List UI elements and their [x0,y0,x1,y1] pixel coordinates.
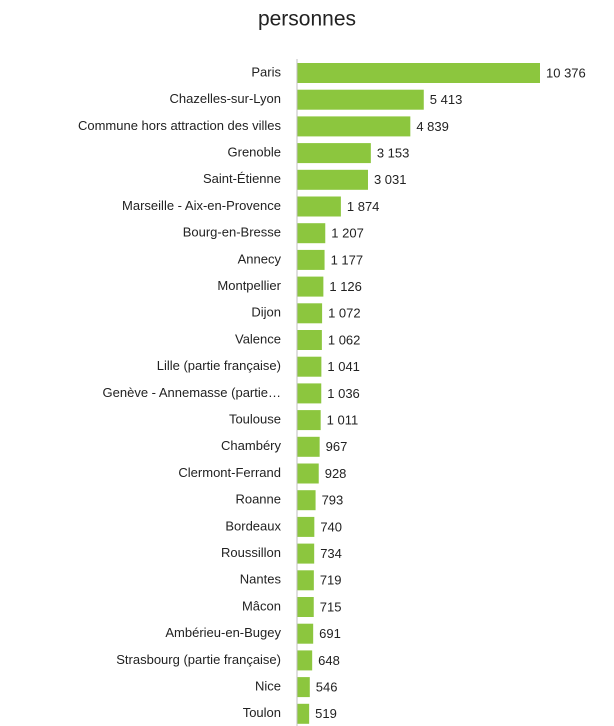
bar [297,330,322,350]
y-tick-label: Chazelles-sur-Lyon [169,91,281,106]
value-label: 519 [315,706,337,721]
y-tick-label: Clermont-Ferrand [178,465,281,480]
bar [297,703,310,724]
value-label: 546 [316,680,338,695]
value-label: 1 874 [347,199,380,214]
bar [297,570,314,591]
bar [297,223,326,244]
bar [297,116,411,137]
bar [297,490,316,511]
y-tick-label: Toulon [243,705,281,720]
value-label: 1 011 [327,413,359,428]
bar [297,143,371,164]
bar [297,623,314,644]
y-tick-label: Ambérieu-en-Bugey [165,625,281,640]
y-tick-label: Marseille - Aix-en-Provence [122,198,281,213]
value-label: 10 376 [546,65,586,80]
bar [297,303,323,324]
value-label: 1 041 [327,359,360,374]
value-label: 648 [318,653,340,668]
y-tick-label: Genève - Annemasse (partie… [103,385,281,400]
bar [297,383,322,404]
bar [297,356,322,377]
y-tick-label: Nantes [240,572,282,587]
value-label: 928 [325,466,347,481]
bar [297,196,341,217]
bar [297,516,315,537]
value-label: 734 [320,546,342,561]
chart-title: personnes [258,8,356,31]
y-tick-label: Roussillon [221,545,281,560]
y-tick-label: Toulouse [229,412,281,427]
bar [297,543,315,564]
value-label: 1 036 [327,386,360,401]
value-label: 4 839 [416,119,449,134]
y-tick-label: Grenoble [228,145,281,160]
value-label: 740 [320,519,342,534]
value-label: 1 207 [331,226,364,241]
bar [297,169,368,190]
y-tick-label: Bourg-en-Bresse [183,225,281,240]
y-tick-label: Paris [251,64,281,79]
bar [297,410,321,431]
y-tick-label: Montpellier [217,278,281,293]
bar [297,249,325,270]
value-label: 3 153 [377,146,410,161]
bar [297,650,313,671]
value-label: 691 [319,626,341,641]
value-label: 719 [320,573,342,588]
bar [297,63,540,83]
bar [297,436,320,457]
y-tick-label: Bordeaux [225,518,281,533]
y-tick-label: Roanne [235,492,281,507]
value-label: 1 072 [328,306,361,321]
y-tick-label: Lille (partie française) [157,358,281,373]
y-tick-label: Valence [235,331,281,346]
y-tick-label: Commune hors attraction des villes [78,118,282,133]
bar [297,89,424,110]
value-label: 715 [320,599,342,614]
value-label: 967 [326,439,348,454]
bar [297,463,319,484]
y-tick-label: Chambéry [221,438,281,453]
y-tick-label: Annecy [238,251,282,266]
value-label: 1 177 [331,252,364,267]
y-tick-label: Strasbourg (partie française) [116,652,281,667]
value-label: 1 062 [328,332,361,347]
y-tick-label: Saint-Étienne [203,171,281,186]
value-label: 3 031 [374,172,407,187]
y-tick-label: Mâcon [242,598,281,613]
bar [297,677,310,698]
value-label: 793 [322,493,344,508]
value-label: 1 126 [329,279,362,294]
bar [297,276,324,297]
y-tick-label: Dijon [251,305,281,320]
bar [297,597,314,617]
value-label: 5 413 [430,92,463,107]
y-tick-label: Nice [255,679,281,694]
